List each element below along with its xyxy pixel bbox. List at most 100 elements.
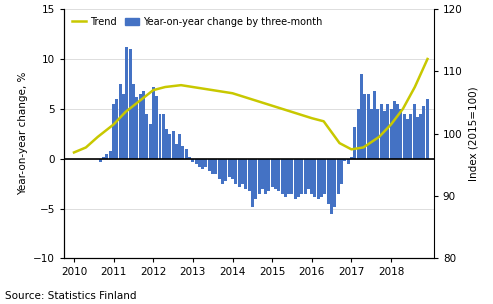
Bar <box>247 159 250 191</box>
Bar <box>327 159 330 204</box>
Bar <box>145 114 148 159</box>
Bar <box>287 159 290 194</box>
Bar <box>178 134 181 159</box>
Bar <box>281 159 283 194</box>
Bar <box>310 159 313 194</box>
Bar <box>363 94 366 159</box>
Bar <box>409 114 412 159</box>
Bar <box>426 99 429 159</box>
Bar <box>162 114 165 159</box>
Bar <box>337 159 340 194</box>
Bar <box>290 159 293 194</box>
Bar <box>244 159 247 188</box>
Bar <box>234 159 237 184</box>
Bar <box>360 74 363 159</box>
Bar <box>122 94 125 159</box>
Bar <box>99 159 102 162</box>
Bar <box>112 104 115 159</box>
Bar <box>152 87 155 159</box>
Bar <box>155 96 158 159</box>
Y-axis label: Year-on-year change, %: Year-on-year change, % <box>18 72 28 195</box>
Bar <box>102 157 105 159</box>
Bar <box>224 159 227 181</box>
Bar <box>208 159 211 171</box>
Bar <box>238 159 241 187</box>
Bar <box>165 129 168 159</box>
Bar <box>350 157 353 159</box>
Bar <box>211 159 214 174</box>
Bar <box>268 159 271 191</box>
Bar <box>323 159 326 194</box>
Bar <box>201 159 204 169</box>
Bar <box>416 117 419 159</box>
Bar <box>330 159 333 213</box>
Bar <box>347 159 350 164</box>
Bar <box>406 119 409 159</box>
Bar <box>300 159 303 194</box>
Bar <box>159 114 162 159</box>
Bar <box>175 144 178 159</box>
Bar <box>241 159 244 184</box>
Bar <box>367 94 370 159</box>
Bar <box>169 134 172 159</box>
Bar <box>278 159 281 191</box>
Text: Source: Statistics Finland: Source: Statistics Finland <box>5 291 137 301</box>
Bar <box>139 94 141 159</box>
Bar <box>205 159 208 167</box>
Bar <box>307 159 310 188</box>
Legend: Trend, Year-on-year change by three-month: Trend, Year-on-year change by three-mont… <box>69 14 325 30</box>
Bar <box>109 151 112 159</box>
Bar <box>356 109 359 159</box>
Bar <box>195 159 198 164</box>
Bar <box>343 159 346 161</box>
Bar <box>383 111 386 159</box>
Bar <box>254 159 257 199</box>
Bar <box>413 104 416 159</box>
Bar <box>251 159 254 206</box>
Bar <box>271 159 274 187</box>
Bar <box>148 124 151 159</box>
Bar <box>393 101 396 159</box>
Bar <box>396 104 399 159</box>
Bar <box>231 159 234 179</box>
Bar <box>142 91 145 159</box>
Bar <box>135 97 138 159</box>
Bar <box>119 84 122 159</box>
Bar <box>264 159 267 194</box>
Bar <box>261 159 264 188</box>
Bar <box>380 104 383 159</box>
Bar <box>132 84 135 159</box>
Bar <box>257 159 261 194</box>
Y-axis label: Index (2015=100): Index (2015=100) <box>468 86 478 181</box>
Bar <box>188 157 191 159</box>
Bar <box>387 104 389 159</box>
Bar <box>115 99 118 159</box>
Bar <box>353 127 356 159</box>
Bar <box>125 47 128 159</box>
Bar <box>221 159 224 184</box>
Bar <box>185 149 188 159</box>
Bar <box>317 159 320 199</box>
Bar <box>333 159 336 206</box>
Bar <box>419 114 422 159</box>
Bar <box>297 159 300 197</box>
Bar <box>274 159 277 188</box>
Bar <box>106 154 108 159</box>
Bar <box>181 146 184 159</box>
Bar <box>403 114 406 159</box>
Bar <box>389 109 392 159</box>
Bar <box>399 109 402 159</box>
Bar <box>218 159 221 179</box>
Bar <box>340 159 343 184</box>
Bar <box>214 159 217 174</box>
Bar <box>314 159 317 197</box>
Bar <box>172 131 175 159</box>
Bar <box>129 49 132 159</box>
Bar <box>304 159 307 194</box>
Bar <box>191 159 194 162</box>
Bar <box>228 159 231 177</box>
Bar <box>320 159 323 197</box>
Bar <box>377 109 380 159</box>
Bar <box>423 106 425 159</box>
Bar <box>198 159 201 167</box>
